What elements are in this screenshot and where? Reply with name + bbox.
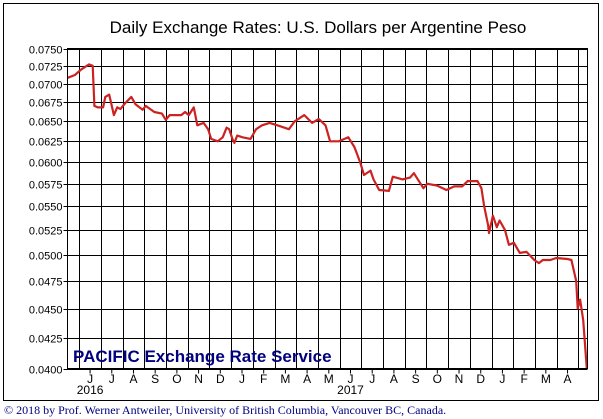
y-tick-label: 0.0500 — [29, 251, 63, 263]
y-tick-label: 0.0450 — [29, 305, 63, 317]
plot-border — [67, 48, 588, 369]
copyright-notice: © 2018 by Prof. Werner Antweiler, Univer… — [4, 403, 447, 417]
y-tick-label: 0.0575 — [29, 180, 63, 192]
y-tick-label: 0.0525 — [29, 226, 63, 238]
x-tick-label: J — [87, 372, 93, 386]
x-tick-label: D — [476, 372, 485, 386]
x-tick-label: D — [216, 372, 225, 386]
y-tick-label: 0.0700 — [29, 80, 63, 92]
y-tick-label: 0.0675 — [29, 98, 63, 110]
chart-title: Daily Exchange Rates: U.S. Dollars per A… — [110, 18, 527, 37]
grid — [63, 48, 588, 370]
x-tick-label: J — [239, 372, 245, 386]
x-tick-label: S — [151, 372, 159, 386]
chart-frame — [3, 3, 599, 401]
x-tick-label: S — [412, 372, 420, 386]
y-tick-label: 0.0725 — [29, 62, 63, 74]
x-tick-label: J — [499, 372, 505, 386]
x-tick-label: M — [541, 372, 551, 386]
x-tick-label: A — [303, 372, 311, 386]
x-tick-label: O — [172, 372, 181, 386]
x-tick-label: M — [280, 372, 290, 386]
x-tick-label: F — [260, 372, 267, 386]
year-label: 2017 — [337, 383, 364, 397]
y-tick-label: 0.0425 — [29, 334, 63, 346]
x-tick-label: J — [109, 372, 115, 386]
x-tick-label: J — [348, 372, 354, 386]
y-axis-ticks: 0.0750 0.0725 0.0700 0.0675 0.0650 0.0625 0.06… — [29, 45, 63, 377]
x-tick-label: A — [129, 372, 137, 386]
x-tick-label: J — [369, 372, 375, 386]
y-tick-label: 0.0750 — [29, 45, 63, 57]
y-tick-label: 0.0475 — [29, 277, 63, 289]
x-tick-label: N — [455, 372, 464, 386]
watermark-pacific: PACIFIC Exchange Rate Service — [73, 347, 332, 366]
y-tick-label: 0.0600 — [29, 158, 63, 170]
x-tick-label: A — [564, 372, 572, 386]
y-tick-label: 0.0650 — [29, 117, 63, 129]
x-tick-label: F — [520, 372, 527, 386]
x-tick-label: N — [194, 372, 203, 386]
y-tick-label: 0.0625 — [29, 137, 63, 149]
y-tick-label: 0.0400 — [29, 365, 63, 377]
y-tick-label: 0.0550 — [29, 202, 63, 214]
x-tick-label: A — [390, 372, 398, 386]
x-tick-label: O — [433, 372, 442, 386]
series-line-usd-per-ars — [67, 63, 588, 369]
x-tick-label: M — [324, 372, 334, 386]
year-label: 2016 — [77, 383, 104, 397]
